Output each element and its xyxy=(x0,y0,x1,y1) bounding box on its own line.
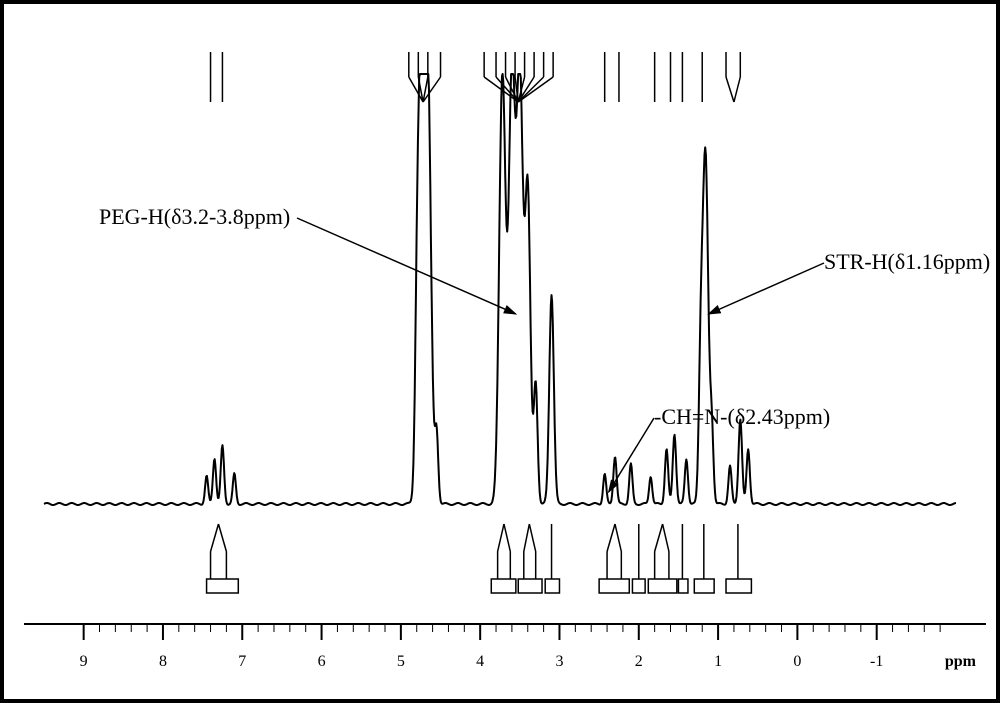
svg-text:ppm: ppm xyxy=(945,653,977,670)
svg-text:2: 2 xyxy=(635,653,643,670)
svg-text:4: 4 xyxy=(476,653,484,670)
svg-text:5: 5 xyxy=(397,653,405,670)
svg-text:8: 8 xyxy=(159,653,167,670)
svg-text:3: 3 xyxy=(555,653,563,670)
svg-text:9: 9 xyxy=(80,653,88,670)
annotation-imine: -CH=N-(δ2.43ppm) xyxy=(654,404,830,430)
svg-text:0: 0 xyxy=(793,653,801,670)
svg-text:7: 7 xyxy=(238,653,246,670)
annotation-str: STR-H(δ1.16ppm) xyxy=(824,249,990,275)
svg-text:6: 6 xyxy=(318,653,326,670)
svg-text:1: 1 xyxy=(714,653,722,670)
annotation-peg: PEG-H(δ3.2-3.8ppm) xyxy=(99,204,290,230)
svg-text:-1: -1 xyxy=(870,653,883,670)
nmr-plot: 9 8 7 6 5 4 3 2 1 0 -1 ppm xyxy=(4,4,996,699)
nmr-figure: 9 8 7 6 5 4 3 2 1 0 -1 ppm PEG-H(δ3.2-3.8ppm) STR-H… xyxy=(0,0,1000,703)
